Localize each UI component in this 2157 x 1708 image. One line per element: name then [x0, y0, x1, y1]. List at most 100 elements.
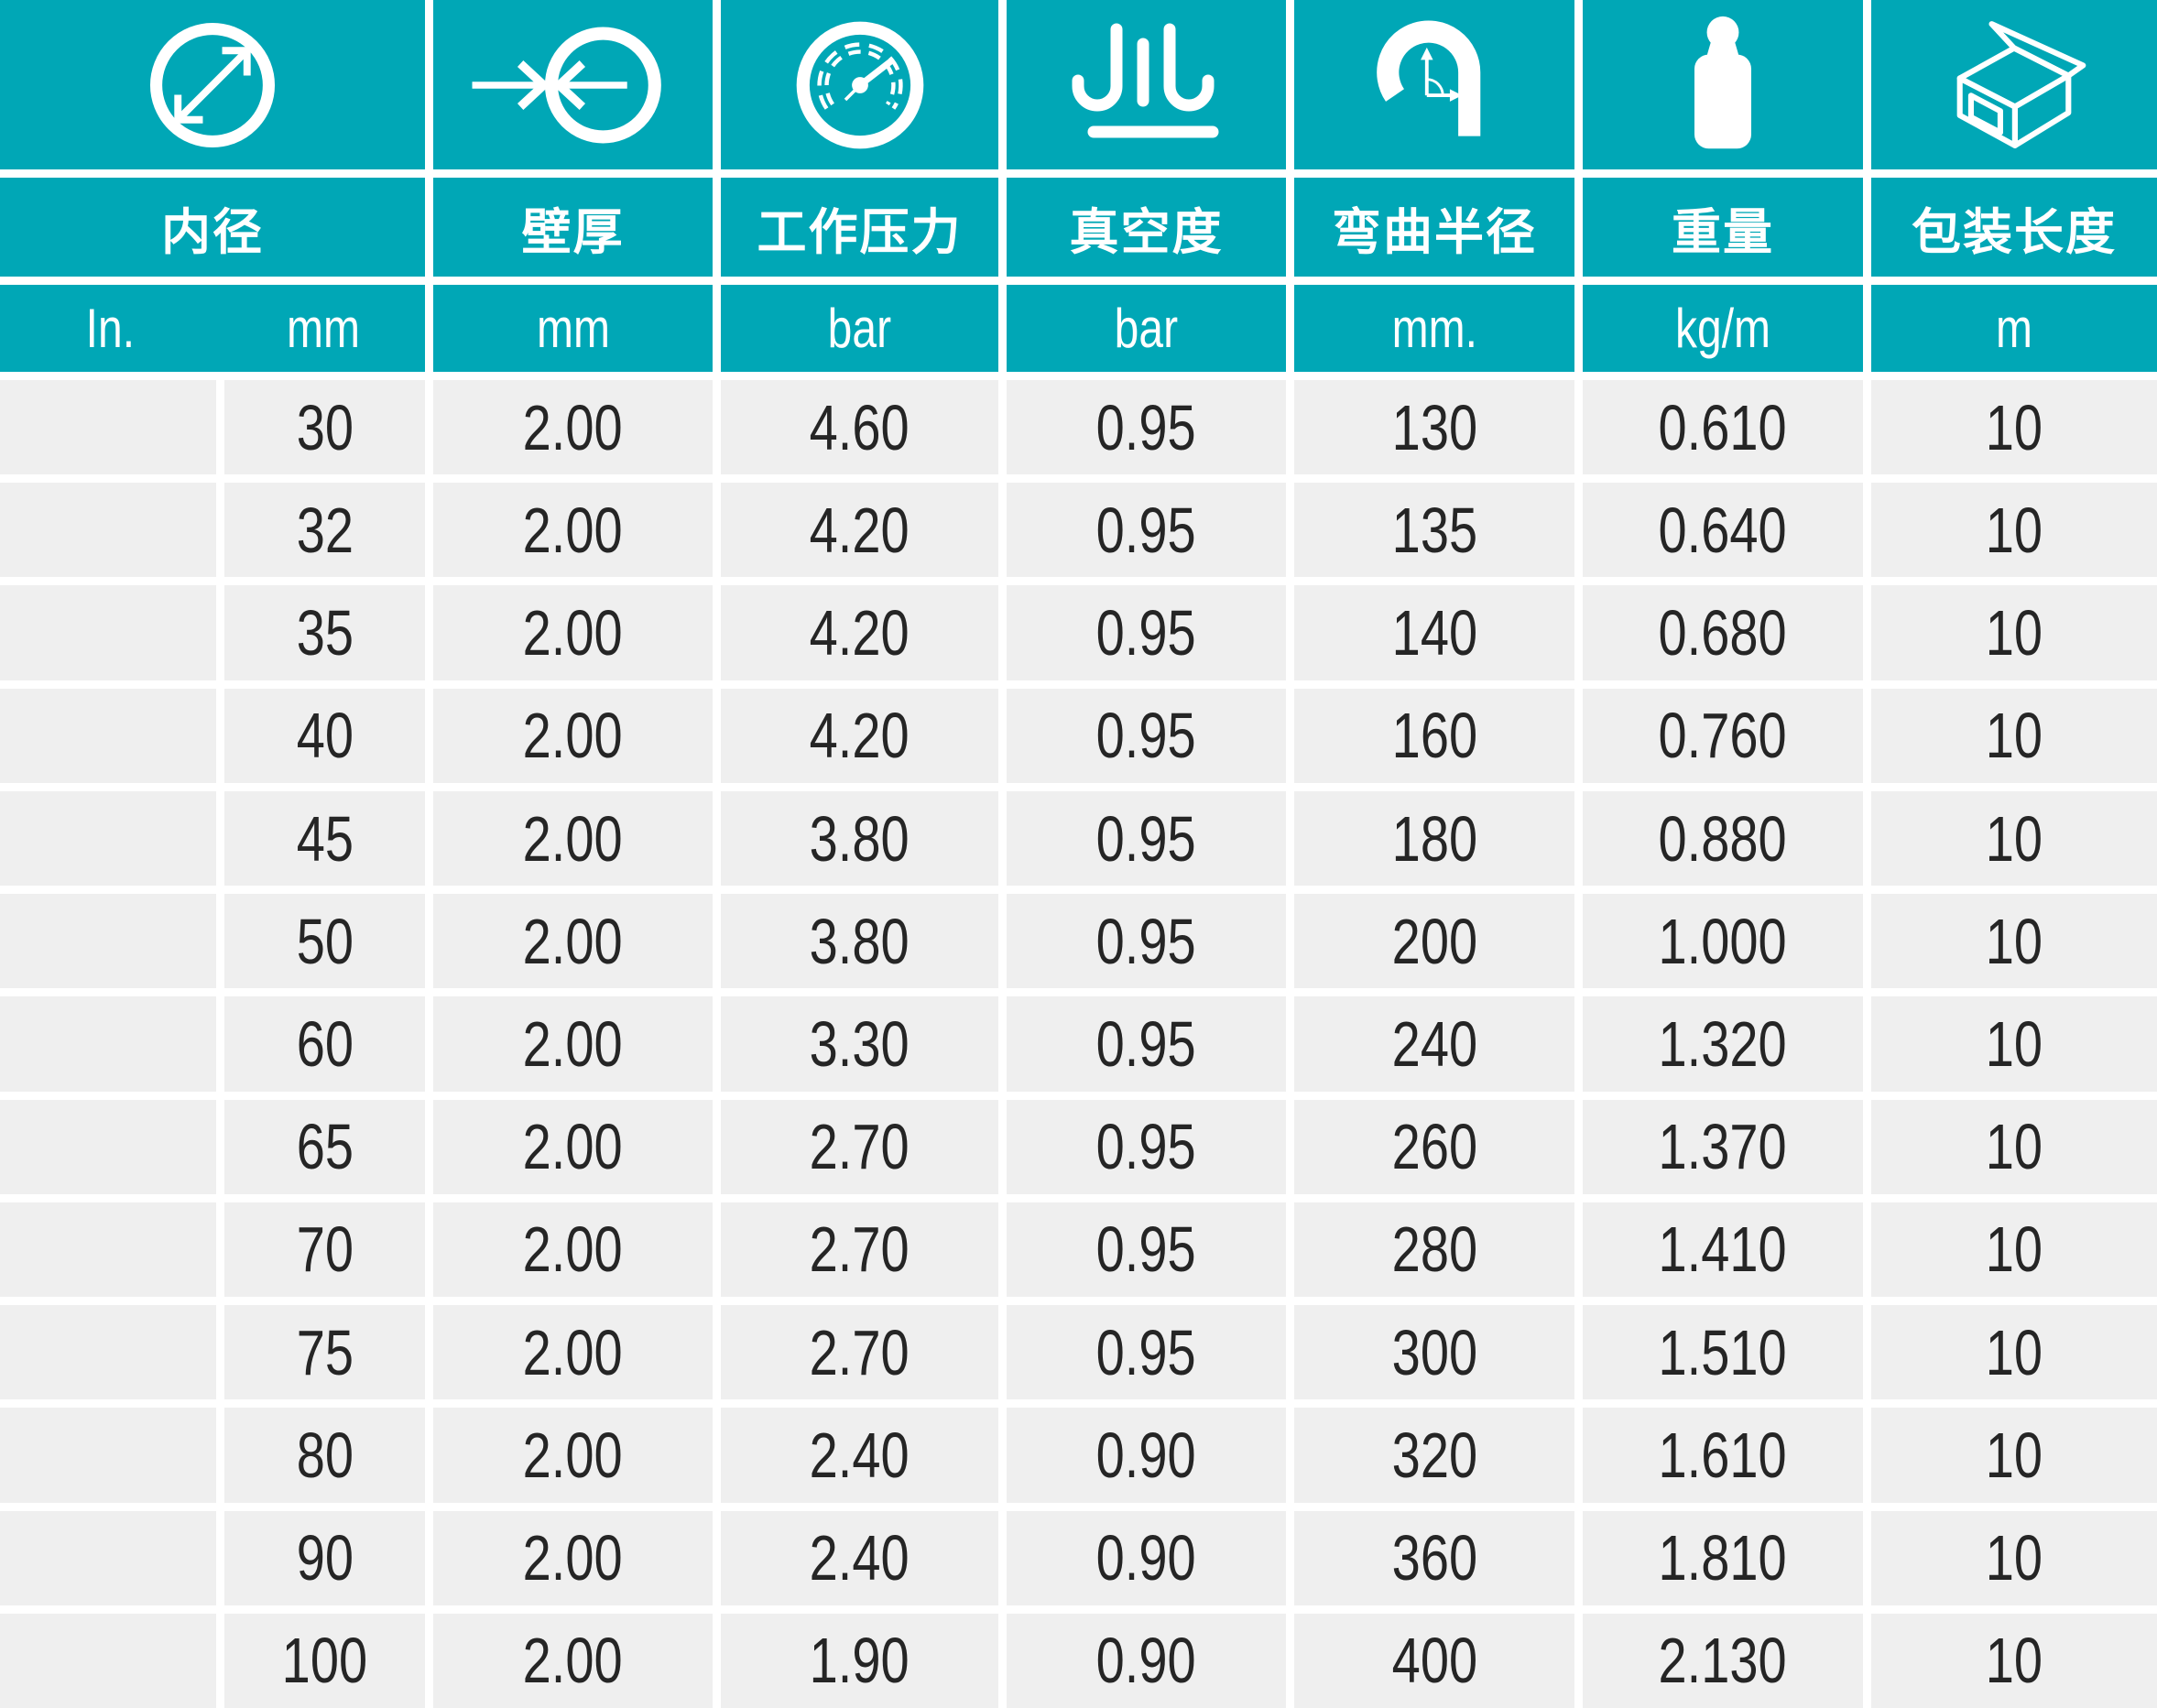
cell-working-pressure: 1.90	[721, 1613, 998, 1708]
cell-wall-thickness: 2.00	[433, 1510, 713, 1605]
cell-weight: 0.640	[1583, 483, 1863, 578]
cell-bend-radius: 400	[1294, 1613, 1574, 1708]
cell-bend-radius: 360	[1294, 1510, 1574, 1605]
cell-inner-diameter-mm: 50	[224, 894, 425, 989]
cell-inner-diameter-mm: 75	[224, 1305, 425, 1400]
cell-bend-radius: 240	[1294, 996, 1574, 1092]
wall-thickness-icon-cell	[433, 0, 713, 169]
cell-package-length: 10	[1871, 790, 2157, 887]
cell-bend-radius: 320	[1294, 1408, 1574, 1503]
cell-bend-radius: 260	[1294, 1099, 1574, 1194]
cell-weight: 1.370	[1583, 1099, 1863, 1194]
vacuum-icon	[1066, 16, 1227, 154]
cell-inner-diameter-in	[0, 1305, 216, 1400]
cell-weight: 0.680	[1583, 585, 1863, 680]
cell-weight: 1.410	[1583, 1202, 1863, 1298]
cell-weight: 1.810	[1583, 1510, 1863, 1605]
cell-bend-radius: 180	[1294, 790, 1574, 887]
inner-diameter-icon	[140, 13, 285, 158]
cell-inner-diameter-in	[0, 585, 216, 680]
cell-inner-diameter-in	[0, 483, 216, 578]
cell-working-pressure: 3.80	[721, 790, 998, 887]
cell-bend-radius: 135	[1294, 483, 1574, 578]
cell-vacuum: 0.95	[1007, 790, 1286, 887]
cell-vacuum: 0.95	[1007, 894, 1286, 989]
working-pressure-icon-cell	[721, 0, 998, 169]
header-inner-diameter: 内径	[0, 178, 425, 277]
cell-inner-diameter-mm: 65	[224, 1099, 425, 1194]
header-label: 弯曲半径	[1332, 204, 1537, 260]
cell-vacuum: 0.95	[1007, 483, 1286, 578]
cell-wall-thickness: 2.00	[433, 1408, 713, 1503]
cell-bend-radius: 300	[1294, 1305, 1574, 1400]
cell-working-pressure: 3.30	[721, 996, 998, 1092]
cell-wall-thickness: 2.00	[433, 1099, 713, 1194]
unit-mm: mm	[286, 298, 360, 359]
cell-wall-thickness: 2.00	[433, 1305, 713, 1400]
wall-thickness-icon	[465, 12, 681, 158]
cell-package-length: 10	[1871, 996, 2157, 1092]
cell-weight: 1.000	[1583, 894, 1863, 989]
cell-inner-diameter-in	[0, 380, 216, 475]
header-label: 壁厚	[521, 204, 625, 260]
cell-wall-thickness: 2.00	[433, 790, 713, 887]
cell-working-pressure: 3.80	[721, 894, 998, 989]
cell-wall-thickness: 2.00	[433, 585, 713, 680]
cell-inner-diameter-mm: 100	[224, 1613, 425, 1708]
cell-inner-diameter-in	[0, 1099, 216, 1194]
cell-inner-diameter-in	[0, 1202, 216, 1298]
cell-inner-diameter-mm: 90	[224, 1510, 425, 1605]
cell-wall-thickness: 2.00	[433, 380, 713, 475]
cell-inner-diameter-mm: 45	[224, 790, 425, 887]
cell-inner-diameter-in	[0, 1510, 216, 1605]
cell-working-pressure: 4.20	[721, 585, 998, 680]
cell-working-pressure: 2.40	[721, 1510, 998, 1605]
unit-working-pressure: bar	[721, 285, 998, 372]
unit-inner-diameter: In. mm	[0, 285, 425, 372]
unit-bend-radius: mm.	[1294, 285, 1574, 372]
cell-vacuum: 0.95	[1007, 585, 1286, 680]
cell-weight: 1.510	[1583, 1305, 1863, 1400]
unit-weight: kg/m	[1583, 285, 1863, 372]
cell-package-length: 10	[1871, 585, 2157, 680]
cell-vacuum: 0.90	[1007, 1613, 1286, 1708]
cell-working-pressure: 4.20	[721, 483, 998, 578]
cell-inner-diameter-mm: 30	[224, 380, 425, 475]
cell-package-length: 10	[1871, 1408, 2157, 1503]
cell-vacuum: 0.95	[1007, 380, 1286, 475]
cell-working-pressure: 2.70	[721, 1202, 998, 1298]
header-label: 重量	[1672, 204, 1774, 260]
bend-radius-icon	[1368, 14, 1501, 156]
header-label: 包装长度	[1912, 204, 2117, 260]
cell-working-pressure: 4.20	[721, 688, 998, 783]
cell-package-length: 10	[1871, 1202, 2157, 1298]
cell-weight: 0.760	[1583, 688, 1863, 783]
cell-bend-radius: 200	[1294, 894, 1574, 989]
weight-icon-cell	[1583, 0, 1863, 169]
cell-inner-diameter-in	[0, 894, 216, 989]
cell-wall-thickness: 2.00	[433, 1202, 713, 1298]
cell-wall-thickness: 2.00	[433, 996, 713, 1092]
cell-package-length: 10	[1871, 894, 2157, 989]
header-working-pressure: 工作压力	[721, 178, 998, 277]
cell-weight: 2.130	[1583, 1613, 1863, 1708]
cell-vacuum: 0.95	[1007, 688, 1286, 783]
cell-weight: 1.610	[1583, 1408, 1863, 1503]
header-label: 内径	[161, 204, 264, 260]
cell-weight: 1.320	[1583, 996, 1863, 1092]
inner-diameter-icon-cell	[0, 0, 425, 169]
cell-package-length: 10	[1871, 1099, 2157, 1194]
cell-working-pressure: 4.60	[721, 380, 998, 475]
header-wall-thickness: 壁厚	[433, 178, 713, 277]
weight-icon	[1672, 14, 1773, 156]
cell-vacuum: 0.95	[1007, 1202, 1286, 1298]
cell-inner-diameter-mm: 35	[224, 585, 425, 680]
cell-vacuum: 0.90	[1007, 1408, 1286, 1503]
working-pressure-icon	[787, 12, 933, 158]
cell-inner-diameter-mm: 60	[224, 996, 425, 1092]
cell-wall-thickness: 2.00	[433, 894, 713, 989]
cell-vacuum: 0.95	[1007, 1099, 1286, 1194]
header-weight: 重量	[1583, 178, 1863, 277]
cell-wall-thickness: 2.00	[433, 483, 713, 578]
